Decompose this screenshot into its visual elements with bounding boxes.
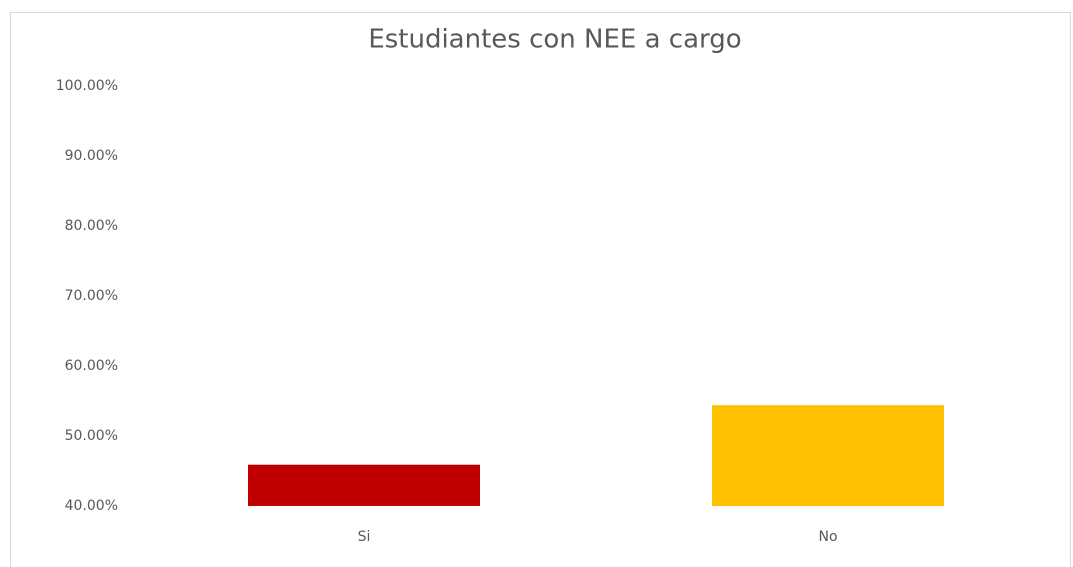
y-tick-label: 100.00% — [56, 78, 118, 94]
y-tick-label: 70.00% — [65, 288, 118, 304]
y-tick-label: 40.00% — [65, 498, 118, 514]
x-tick-label: Si — [358, 529, 371, 545]
y-tick-label: 90.00% — [65, 148, 118, 164]
y-tick-label: 50.00% — [65, 428, 118, 444]
chart-title: Estudiantes con NEE a cargo — [368, 25, 741, 55]
y-tick-label: 80.00% — [65, 218, 118, 234]
y-tick-label: 60.00% — [65, 358, 118, 374]
bar — [248, 464, 480, 506]
bar — [712, 405, 944, 506]
x-tick-label: No — [818, 529, 837, 545]
